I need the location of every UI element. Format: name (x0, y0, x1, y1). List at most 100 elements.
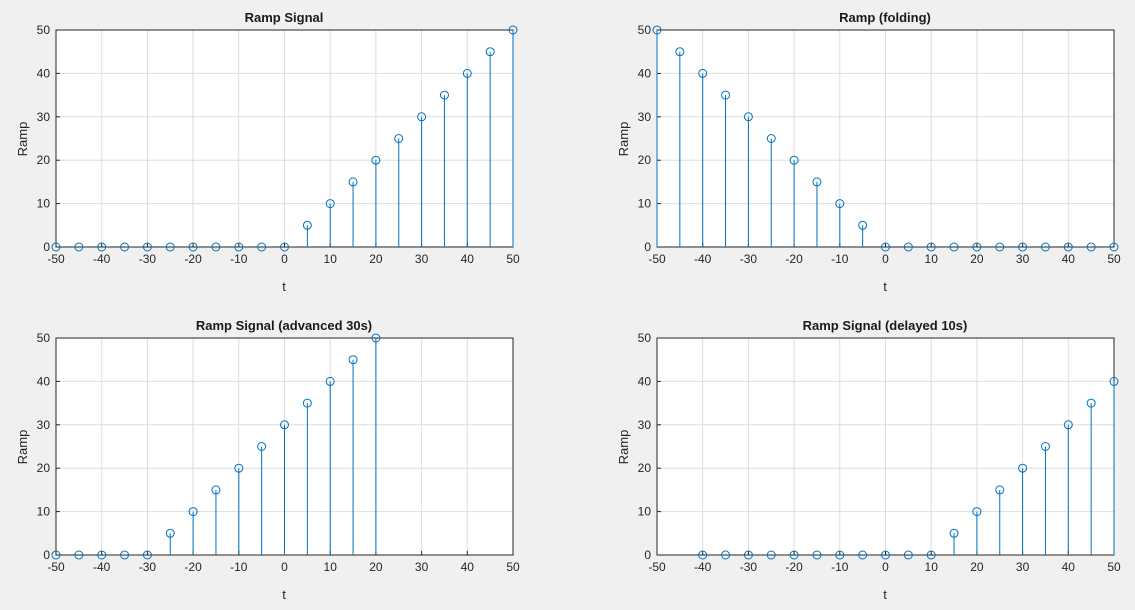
stem-marker (188, 507, 198, 517)
x-tick-label: 20 (369, 560, 383, 574)
stem-marker (743, 550, 753, 560)
x-tick-label: -50 (47, 560, 65, 574)
stem-marker (858, 550, 868, 560)
x-tick-label: -50 (47, 252, 65, 266)
y-tick-label: 40 (37, 374, 51, 388)
stem-marker (165, 528, 175, 538)
stem-marker (302, 398, 312, 408)
x-tick-label: -30 (139, 560, 157, 574)
y-tick-label: 40 (638, 374, 652, 388)
stem-marker (743, 112, 753, 122)
y-tick-label: 30 (638, 418, 652, 432)
x-tick-label: 50 (506, 252, 520, 266)
subplot-title: Ramp Signal (advanced 30s) (196, 318, 372, 333)
x-tick-label: -50 (648, 252, 666, 266)
x-tick-label: 20 (369, 252, 383, 266)
x-tick-label: -30 (740, 560, 758, 574)
x-tick-label: -20 (785, 252, 803, 266)
stem-marker (142, 550, 152, 560)
x-tick-label: -20 (184, 252, 202, 266)
stem-marker (721, 90, 731, 100)
y-tick-label: 10 (638, 197, 652, 211)
stem-marker (1063, 242, 1073, 252)
stem-marker (721, 550, 731, 560)
x-tick-label: 40 (1062, 252, 1076, 266)
stem-marker (165, 242, 175, 252)
y-tick-label: 10 (37, 197, 51, 211)
stem-marker (675, 47, 685, 57)
stem-marker (881, 242, 890, 252)
stem-marker (257, 442, 267, 451)
stem-marker (812, 550, 822, 560)
x-tick-label: 20 (970, 252, 984, 266)
stem-marker (234, 242, 244, 252)
stem-marker (508, 25, 518, 35)
stem-marker (257, 242, 267, 252)
x-tick-label: 40 (461, 252, 475, 266)
stem-marker (142, 242, 152, 252)
stem-marker (949, 528, 959, 538)
stem-marker (698, 550, 708, 560)
y-tick-label: 40 (37, 66, 51, 80)
x-tick-label: 10 (324, 252, 338, 266)
stem-marker (881, 550, 890, 560)
subplot-title: Ramp Signal (delayed 10s) (803, 318, 968, 333)
x-tick-label: -20 (785, 560, 803, 574)
x-tick-label: 10 (925, 560, 939, 574)
stem-marker (1086, 398, 1096, 408)
x-axis-label: t (883, 587, 887, 602)
stem-marker (766, 550, 776, 560)
stem-marker (926, 242, 936, 252)
x-tick-label: 30 (415, 252, 429, 266)
stem-marker (903, 242, 913, 252)
stem-marker (926, 550, 936, 560)
stem-marker (1063, 420, 1073, 430)
stem-marker (949, 242, 959, 252)
stem-marker (1086, 242, 1096, 252)
stem-marker (325, 199, 335, 209)
stem-marker (972, 242, 982, 252)
stem-marker (1018, 242, 1028, 252)
x-tick-label: -40 (694, 560, 712, 574)
stem-marker (903, 550, 913, 560)
subplot-ramp-advanced: Ramp Signal (advanced 30s) Ramp t -50 -40… (15, 318, 520, 602)
stem-marker (1040, 242, 1050, 252)
stem-marker (74, 242, 84, 252)
x-tick-label: -10 (230, 560, 248, 574)
stem-marker (789, 155, 799, 165)
stem-marker (417, 112, 427, 122)
stem-marker (325, 376, 335, 386)
subplot-ramp-folding: Ramp (folding) Ramp t -50 -40 -30 -20 -10 0 10… (616, 10, 1121, 294)
x-tick-label: 50 (506, 560, 520, 574)
x-tick-label: 10 (324, 560, 338, 574)
stem-marker (1109, 242, 1119, 252)
stem-marker (1040, 442, 1050, 451)
y-tick-label: 30 (37, 110, 51, 124)
stem-marker (995, 242, 1005, 252)
y-tick-label: 40 (638, 66, 652, 80)
subplot-ramp-signal: Ramp Signal Ramp t -50 -40 -30 -20 -10 0 10 20 3… (15, 10, 520, 294)
y-axis-label: Ramp (616, 122, 631, 157)
stem-marker (51, 550, 61, 560)
stem-marker (812, 177, 822, 187)
x-tick-label: -50 (648, 560, 666, 574)
y-tick-label: 30 (37, 418, 51, 432)
y-tick-label: 10 (37, 505, 51, 519)
subplot-ramp-delayed: Ramp Signal (delayed 10s) Ramp t -50 -40 -… (616, 318, 1121, 602)
y-tick-label: 0 (644, 240, 651, 254)
stem-marker (972, 507, 982, 517)
stem-marker (188, 242, 198, 252)
stem-marker (97, 550, 107, 560)
x-tick-label: 0 (281, 560, 288, 574)
y-tick-label: 0 (43, 240, 50, 254)
stem-marker (211, 485, 221, 495)
stem-marker (698, 68, 708, 78)
stem-marker (835, 550, 845, 560)
x-tick-label: -40 (694, 252, 712, 266)
stem-marker (766, 134, 776, 143)
x-tick-label: 30 (415, 560, 429, 574)
stem-marker (348, 177, 358, 187)
x-tick-label: -30 (740, 252, 758, 266)
x-tick-label: -10 (230, 252, 248, 266)
subplot-title: Ramp Signal (245, 10, 324, 25)
